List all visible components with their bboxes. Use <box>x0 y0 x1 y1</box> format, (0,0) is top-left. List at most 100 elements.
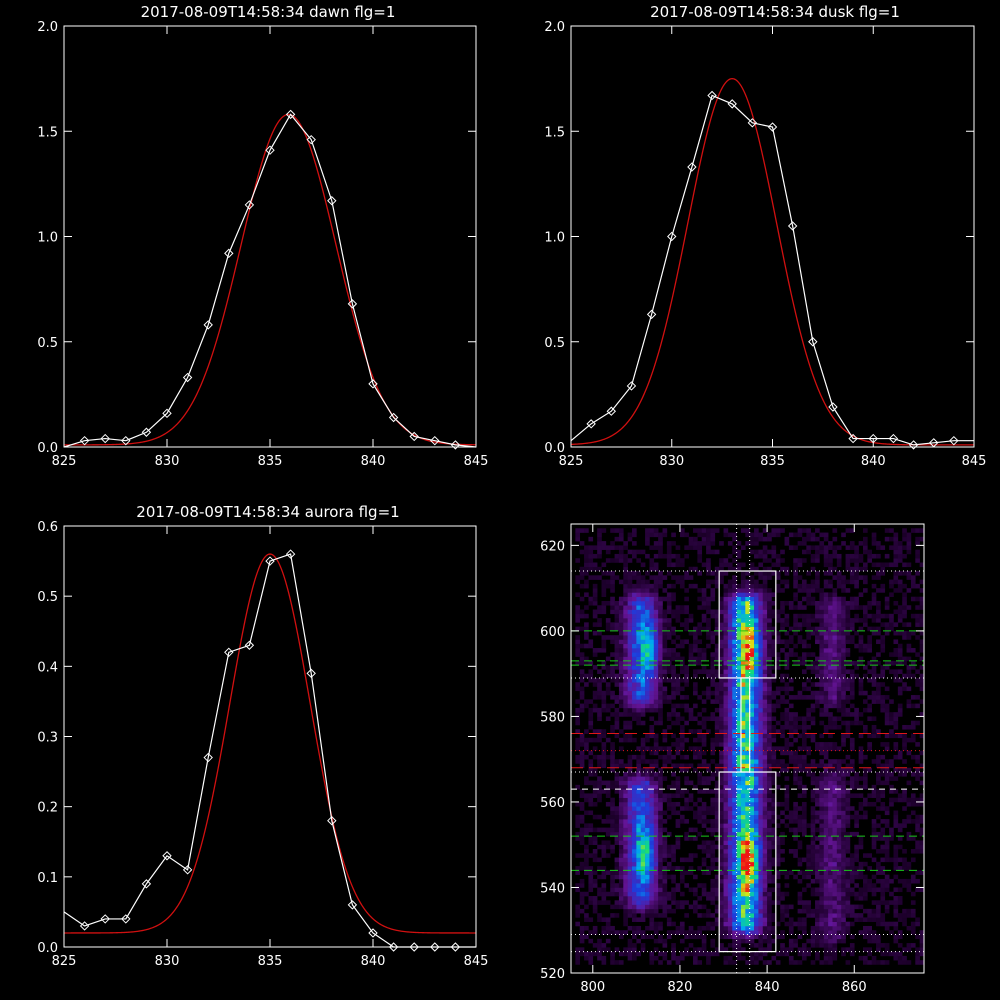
heatmap-cell <box>732 549 737 555</box>
heatmap-cell <box>758 955 764 961</box>
heatmap-cell <box>614 712 620 717</box>
heatmap-cell <box>697 660 703 666</box>
heatmap-cell <box>719 733 724 739</box>
heatmap-cell <box>584 754 589 760</box>
heatmap-cell <box>614 553 620 559</box>
heatmap-cell <box>679 656 685 662</box>
heatmap-cell <box>597 549 602 555</box>
heatmap-cell <box>723 921 729 927</box>
dawn-data-point <box>224 248 234 259</box>
heatmap-cell <box>693 737 698 743</box>
heatmap-cell <box>627 763 633 769</box>
heatmap-cell <box>754 669 759 674</box>
heatmap-cell <box>632 784 637 790</box>
heatmap-cell <box>767 750 772 756</box>
heatmap-cell <box>597 553 602 559</box>
heatmap-cell <box>836 707 842 713</box>
heatmap-cell <box>845 874 851 880</box>
heatmap-cell <box>854 575 859 580</box>
heatmap-cell <box>601 853 607 858</box>
heatmap-cell <box>688 827 694 833</box>
heatmap-cell <box>710 896 716 901</box>
heatmap-cell <box>588 545 594 550</box>
heatmap-cell <box>788 814 794 820</box>
heatmap-cell <box>714 733 720 739</box>
heatmap-cell <box>592 801 598 807</box>
heatmap-cell <box>793 810 798 816</box>
heatmap-cell <box>662 844 668 850</box>
heatmap-cell <box>836 823 842 828</box>
heatmap-cell <box>727 583 733 589</box>
heatmap-cell <box>675 643 681 649</box>
heatmap-cell <box>710 823 716 828</box>
aurora-gaussian-fit-line <box>64 553 476 934</box>
heatmap-cell <box>666 626 672 632</box>
heatmap-cell <box>784 789 790 794</box>
heatmap-cell <box>828 673 833 679</box>
heatmap-cell <box>767 669 772 674</box>
heatmap-cell <box>719 831 724 837</box>
heatmap-cell <box>597 913 602 918</box>
heatmap-cell <box>819 853 825 858</box>
heatmap-cell <box>623 793 628 798</box>
heatmap-cell <box>640 943 646 948</box>
heatmap-cell <box>749 904 755 910</box>
heatmap-cell <box>645 609 650 615</box>
heatmap-cell <box>828 955 833 961</box>
heatmap-cell <box>845 566 851 572</box>
heatmap-cell <box>876 618 881 623</box>
heatmap-cell <box>845 896 851 901</box>
heatmap-cell <box>762 960 768 965</box>
heatmap-cell <box>793 652 798 657</box>
heatmap-cell <box>758 695 764 700</box>
heatmap-cell <box>788 605 794 610</box>
heatmap-cell <box>618 810 624 816</box>
heatmap-cell <box>649 793 655 798</box>
heatmap-cell <box>714 814 720 820</box>
heatmap-cell <box>697 750 703 756</box>
heatmap-cell <box>636 648 642 653</box>
heatmap-cell <box>605 558 611 563</box>
heatmap-cell <box>671 793 676 798</box>
heatmap-cell <box>675 656 681 662</box>
heatmap-cell <box>836 695 842 700</box>
heatmap-cell <box>693 729 698 734</box>
heatmap-cell <box>706 596 711 602</box>
heatmap-cell <box>623 823 628 828</box>
heatmap-cell <box>745 639 750 645</box>
heatmap-cell <box>679 951 685 957</box>
heatmap-cell <box>662 665 668 670</box>
heatmap-cell <box>767 571 772 576</box>
heatmap-cell <box>819 887 825 893</box>
heatmap-cell <box>841 720 846 726</box>
heatmap-cell <box>806 630 811 636</box>
heatmap-cell <box>618 784 624 790</box>
heatmap-cell <box>845 904 851 910</box>
heatmap-cell <box>719 652 724 657</box>
heatmap-cell <box>780 605 785 610</box>
heatmap-cell <box>736 665 742 670</box>
heatmap-cell <box>719 596 724 602</box>
heatmap-cell <box>884 695 890 700</box>
heatmap-cell <box>758 630 764 636</box>
heatmap-cell <box>854 583 859 589</box>
heatmap-cell <box>876 921 881 927</box>
heatmap-cell <box>684 913 689 918</box>
heatmap-cell <box>832 724 838 730</box>
heatmap-cell <box>793 618 798 623</box>
heatmap-cell <box>636 759 642 764</box>
heatmap-cell <box>823 797 829 803</box>
heatmap-cell <box>736 712 742 717</box>
heatmap-cell <box>876 613 881 619</box>
heatmap-cell <box>640 840 646 846</box>
heatmap-cell <box>745 891 750 897</box>
heatmap-cell <box>754 904 759 910</box>
heatmap-cell <box>762 921 768 927</box>
heatmap-cell <box>745 600 750 606</box>
heatmap-cell <box>762 716 768 722</box>
heatmap-cell <box>684 695 689 700</box>
heatmap-cell <box>801 549 807 555</box>
heatmap-cell <box>740 938 746 944</box>
heatmap-cell <box>754 588 759 593</box>
heatmap-cell <box>597 759 602 764</box>
